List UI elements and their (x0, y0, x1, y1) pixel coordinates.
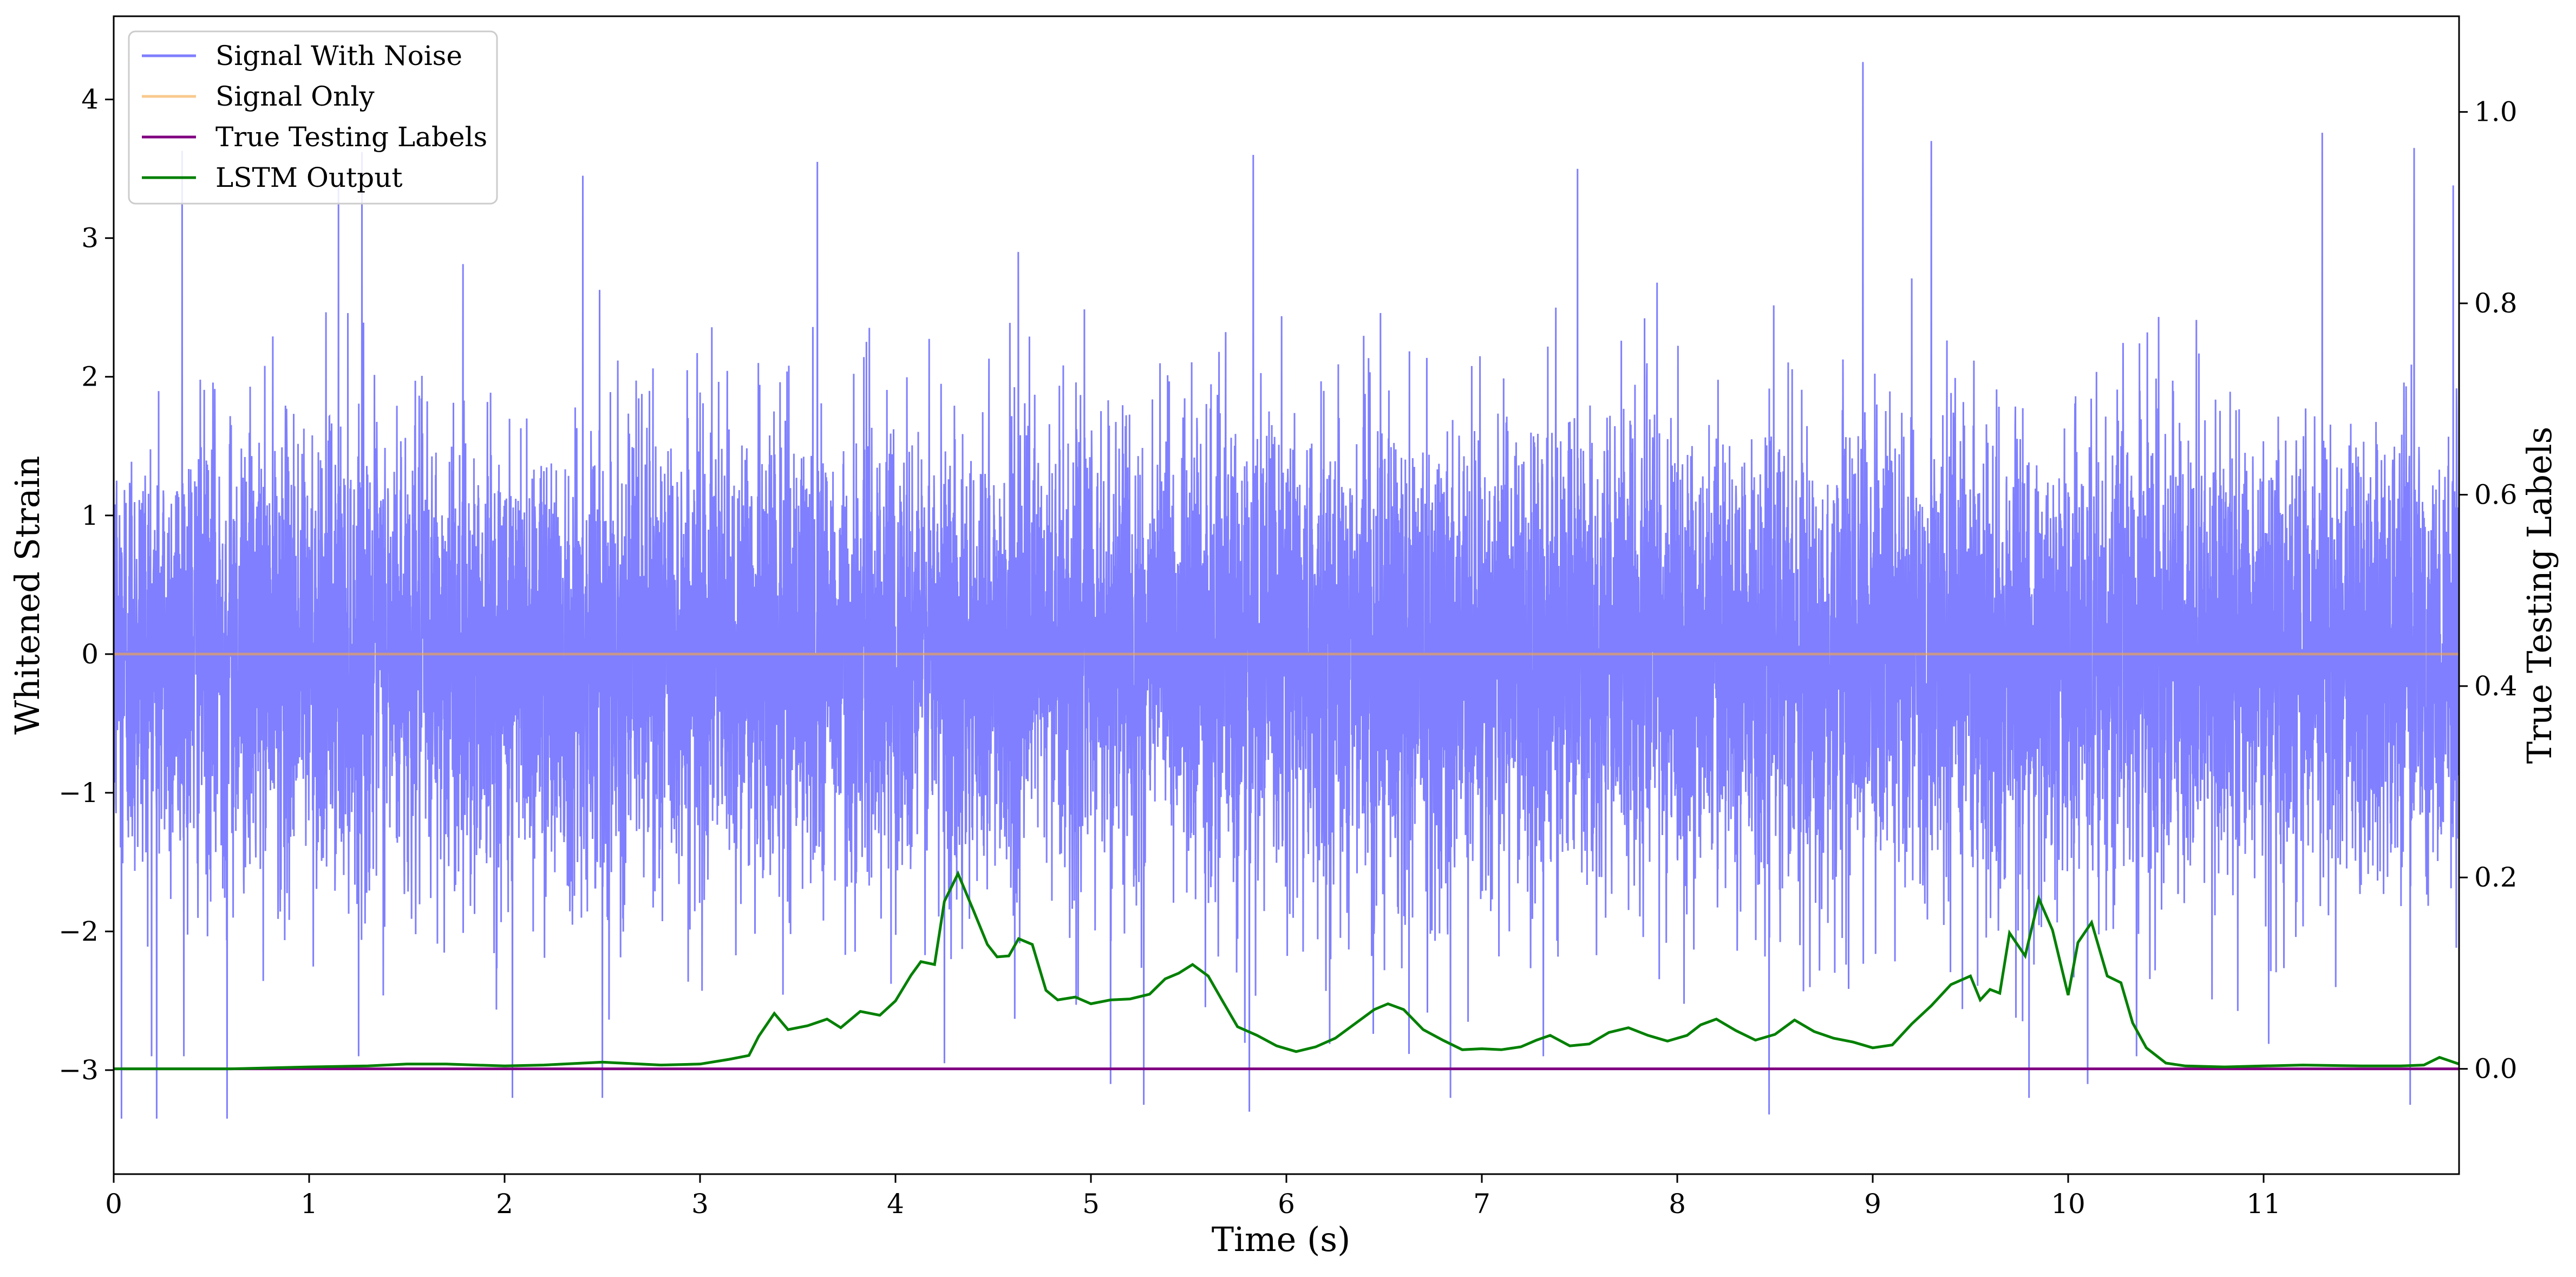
legend-label: Signal Only (215, 81, 375, 112)
x-tick-label: 11 (2246, 1188, 2281, 1220)
x-tick-label: 7 (1473, 1188, 1490, 1220)
y-axis-label-left: Whitened Strain (8, 456, 47, 735)
x-tick-label: 3 (691, 1188, 709, 1220)
y-axis-label-right: True Testing Labels (2520, 427, 2559, 764)
y-left-tick-label: −1 (58, 777, 99, 809)
y-left-tick-label: −3 (58, 1054, 99, 1086)
y-left-tick-label: 1 (81, 500, 99, 531)
y-right-tick-label: 0.2 (2474, 862, 2518, 893)
y-right-tick-label: 1.0 (2474, 96, 2518, 128)
y-right-tick-label: 0.0 (2474, 1053, 2518, 1085)
x-tick-label: 10 (2051, 1188, 2085, 1220)
x-tick-label: 0 (105, 1188, 122, 1220)
y-right-tick-label: 0.4 (2474, 670, 2518, 702)
legend: Signal With Noise Signal Only True Testing… (128, 30, 498, 205)
x-tick-label: 1 (300, 1188, 318, 1220)
series-lstm-output (114, 870, 2459, 1071)
y-left-tick-label: 3 (81, 223, 99, 254)
y-left-tick-label: 4 (81, 84, 99, 115)
y-right-tick-label: 0.8 (2474, 288, 2518, 319)
series-signal-with-noise (114, 62, 2459, 1119)
y-left-tick-label: 0 (81, 638, 99, 670)
legend-box (128, 30, 498, 205)
y-left-tick-label: 2 (81, 361, 99, 393)
x-tick-label: 5 (1082, 1188, 1100, 1220)
legend-label: Signal With Noise (215, 40, 462, 71)
x-tick-label: 2 (496, 1188, 513, 1220)
x-tick-label: 6 (1278, 1188, 1295, 1220)
x-tick-label: 9 (1864, 1188, 1881, 1220)
y-left-tick-label: −2 (58, 916, 99, 947)
x-axis-label: Time (s) (1212, 1220, 1351, 1259)
x-tick-label: 4 (887, 1188, 904, 1220)
x-tick-label: 8 (1669, 1188, 1686, 1220)
legend-label: True Testing Labels (215, 121, 487, 153)
legend-label: LSTM Output (215, 162, 402, 193)
y-right-tick-label: 0.6 (2474, 479, 2518, 510)
